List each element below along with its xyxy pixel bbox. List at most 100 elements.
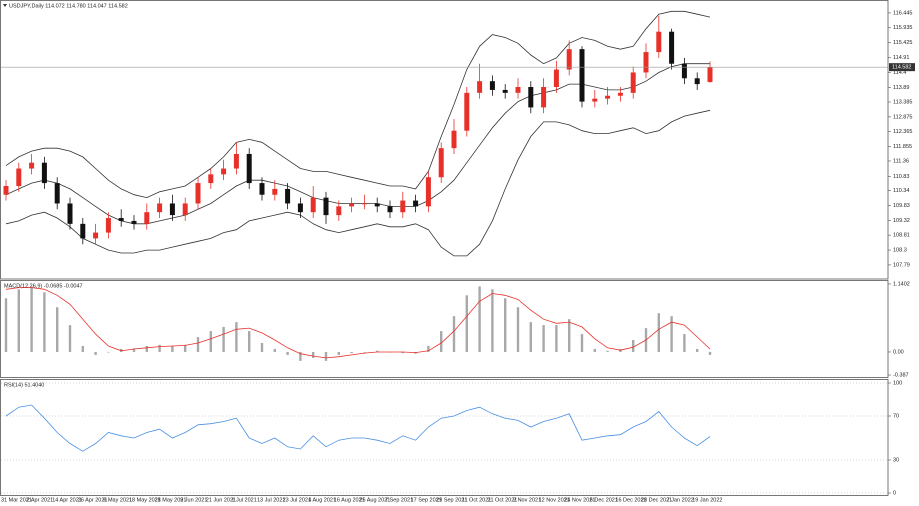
histogram-bar <box>209 331 212 352</box>
bollinger-band <box>5 10 711 199</box>
candle-body <box>502 89 508 93</box>
candle-body <box>566 49 572 70</box>
histogram-bar <box>376 350 379 352</box>
candle-body <box>246 153 252 184</box>
x-tick-label: 14 Apr 2021 <box>52 497 82 503</box>
candle-body <box>3 186 9 195</box>
histogram-bar <box>68 325 72 352</box>
histogram-bar <box>324 351 328 361</box>
candle-body <box>707 67 713 83</box>
candle-body <box>477 81 483 93</box>
y-tick-label: 0.00 <box>893 349 904 355</box>
histogram-bar <box>708 351 712 355</box>
candle-body <box>182 203 188 216</box>
candle-body <box>29 162 35 169</box>
histogram-bar <box>657 313 660 352</box>
y-tick-label: 115.935 <box>893 25 912 31</box>
histogram-bar <box>683 334 686 352</box>
candle-body <box>451 130 457 149</box>
histogram-bar <box>94 351 97 355</box>
rsi-line <box>5 404 711 452</box>
x-tick-label: 28 May 2021 <box>155 497 187 503</box>
candle-body <box>643 52 649 73</box>
y-tick-label: 110.34 <box>893 188 909 194</box>
y-tick-label: 111.36 <box>893 158 909 164</box>
x-tick-label: 12 Nov 2021 <box>539 497 570 503</box>
y-tick-label: 108.81 <box>893 233 910 239</box>
y-tick-label: 109.83 <box>893 203 910 209</box>
y-tick-label: 107.79 <box>893 262 910 268</box>
candle-body <box>16 168 22 186</box>
candle-body <box>349 203 355 207</box>
y-tick-label: 109.32 <box>893 218 910 224</box>
candle-body <box>233 153 239 169</box>
candle-body <box>528 87 534 108</box>
histogram-bar <box>529 322 532 352</box>
histogram-bar <box>56 307 59 352</box>
x-tick-label: 23 Jul 2021 <box>283 497 311 503</box>
histogram-bar <box>593 348 596 352</box>
y-tick-label: 115.425 <box>893 40 912 46</box>
histogram-bar <box>273 348 276 352</box>
x-tick-label: 2 Apr 2021 <box>27 497 54 503</box>
x-tick-label: 21 Oct 2021 <box>487 497 517 503</box>
candle-body <box>272 188 278 195</box>
y-tick-label: 30 <box>893 457 899 463</box>
histogram-bar <box>235 322 238 352</box>
y-tick-label: 114.4 <box>893 70 906 76</box>
histogram-bar <box>440 331 443 352</box>
candle-body <box>387 206 393 213</box>
x-tick-label: 19 Jan 2022 <box>692 497 722 503</box>
candle-body <box>54 183 60 204</box>
candle-body <box>285 188 291 204</box>
candle-body <box>464 92 470 131</box>
histogram-bar <box>427 345 430 352</box>
candle-body <box>336 206 342 216</box>
histogram-bar <box>363 351 366 353</box>
histogram-bar <box>478 286 481 352</box>
candle-body <box>105 218 111 233</box>
candle-body <box>553 69 559 88</box>
bollinger-band <box>5 109 711 257</box>
histogram-bar <box>248 331 251 352</box>
histogram-bar <box>401 351 404 354</box>
histogram-bar <box>516 307 520 352</box>
histogram-bar <box>4 298 8 352</box>
x-tick-label: 9 Jun 2021 <box>180 497 207 503</box>
rsi-title: RSI(14) 51.4040 <box>4 382 44 388</box>
histogram-bar <box>580 334 584 352</box>
candle-body <box>489 81 495 90</box>
histogram-bar <box>312 351 315 358</box>
x-tick-label: 31 Mar 2021 <box>1 497 32 503</box>
x-tick-label: 11 Oct 2021 <box>462 497 492 503</box>
x-tick-label: 26 Aug 2021 <box>359 497 390 503</box>
candle-body <box>169 203 175 216</box>
histogram-bar <box>222 326 225 352</box>
histogram-bar <box>465 295 468 352</box>
histogram-bar <box>171 345 174 352</box>
y-tick-label: 110.83 <box>893 174 909 180</box>
histogram-bar <box>632 340 635 352</box>
x-tick-label: 2 Nov 2021 <box>513 497 541 503</box>
candle-body <box>656 31 662 53</box>
x-tick-label: 6 Dec 2021 <box>590 497 618 503</box>
candle-body <box>579 49 585 102</box>
rsi-panel <box>0 379 889 496</box>
x-tick-label: 7 Sep 2021 <box>385 497 413 503</box>
candle-body <box>400 200 406 213</box>
macd-panel <box>0 280 889 378</box>
histogram-bar <box>81 345 84 352</box>
candle-body <box>41 162 47 184</box>
x-tick-label: 6 May 2021 <box>103 497 132 503</box>
x-tick-label: 28 Dec 2021 <box>641 497 672 503</box>
candle-body <box>144 212 150 224</box>
x-tick-label: 24 Nov 2021 <box>564 497 595 503</box>
price-tag <box>889 63 915 72</box>
histogram-bar <box>491 289 494 352</box>
x-tick-label: 7 Jan 2022 <box>667 497 694 503</box>
candle-body <box>80 223 86 239</box>
candle-body <box>374 203 380 207</box>
x-tick-label: 29 Sep 2021 <box>436 497 467 503</box>
